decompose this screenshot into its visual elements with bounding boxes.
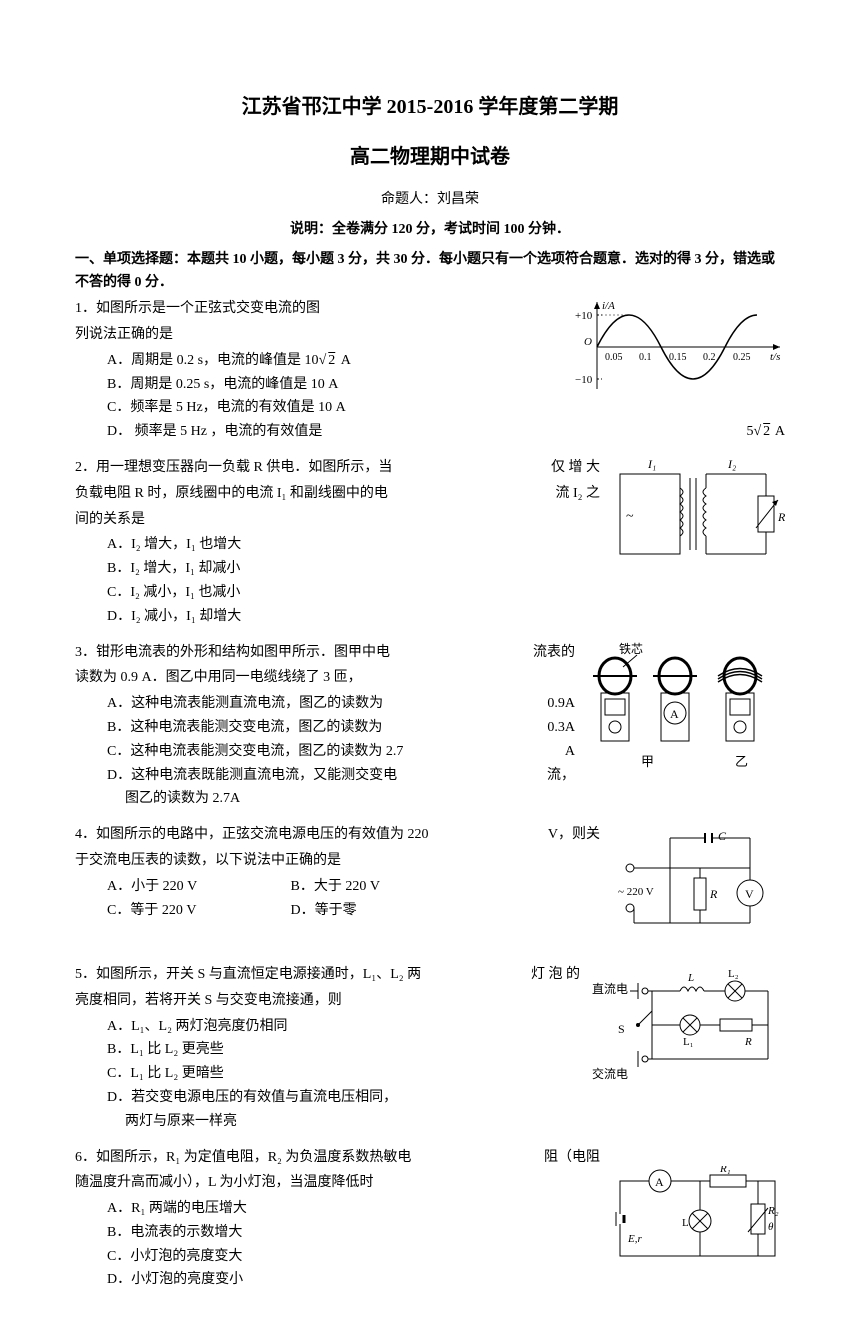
svg-text:直流电: 直流电	[592, 982, 628, 996]
q1-optA-post: A	[337, 353, 351, 368]
transformer-circuit: I₁ I₂ ~ R	[610, 456, 785, 566]
question-3: 铁芯 A 甲 乙 3．钳形电流表的外形和结构如图甲所示．图甲中电 流表的	[75, 641, 785, 812]
q6-figure: A R₁ E,r L R₂ θ	[610, 1166, 785, 1275]
q3-figure: 铁芯 A 甲 乙	[585, 641, 785, 785]
q1-optA-pre: A．周期是 0.2 s，电流的峰值是 10	[107, 353, 319, 368]
question-2: I₁ I₂ ~ R 2．用一理想变压器向一负载 R 供电．如图所示，当 仅 增 …	[75, 456, 785, 629]
ac-capacitor-circuit: ~ 220 V C R V	[610, 823, 785, 938]
q4-stem-left: 4．如图所示的电路中，正弦交流电源电压的有效值为 220	[75, 827, 429, 842]
q3-option-d2: 图乙的读数为 2.7A	[107, 787, 785, 811]
q3-option-d-left: D．这种电流表既能测直流电流，又能测交变电	[107, 768, 397, 783]
q2-figure: I₁ I₂ ~ R	[610, 456, 785, 575]
q2-option-c: C．I₂ 减小，I₁ 也减小	[107, 581, 785, 605]
svg-text:+10: +10	[575, 310, 593, 322]
svg-text:甲: 甲	[641, 754, 654, 769]
q1-optD-sqrt: 2	[761, 424, 772, 439]
author-line: 命题人：刘昌荣	[75, 188, 785, 212]
svg-text:I₂: I₂	[727, 457, 736, 471]
q5-option-d2: 两灯与原来一样亮	[107, 1110, 785, 1134]
svg-text:L₂: L₂	[728, 968, 739, 980]
svg-text:0.25: 0.25	[733, 352, 751, 363]
q2-stem1-left: 2．用一理想变压器向一负载 R 供电．如图所示，当	[75, 460, 392, 475]
svg-text:~: ~	[626, 509, 634, 524]
svg-text:0.15: 0.15	[669, 352, 687, 363]
q3-option-d-right: 流，	[547, 764, 575, 788]
q2-stem2-right: 流 I₂ 之	[555, 482, 600, 506]
svg-text:C: C	[718, 829, 727, 843]
q1-optD-post: A	[772, 424, 785, 439]
q3-stem1-left: 3．钳形电流表的外形和结构如图甲所示．图甲中电	[75, 645, 390, 660]
svg-text:铁芯: 铁芯	[619, 642, 643, 656]
q6-stem-right: 阻（电阻	[544, 1146, 600, 1170]
q1-option-d: D． 频率是 5 Hz ，电流的有效值是 5√2 A	[107, 420, 785, 444]
svg-text:0.05: 0.05	[605, 352, 623, 363]
q3-option-c-right: A	[565, 740, 575, 764]
svg-text:R: R	[744, 1036, 752, 1048]
q4-stem-right: V，则关	[548, 823, 600, 847]
q3-option-c-left: C．这种电流表能测交变电流，图乙的读数为 2.7	[107, 744, 403, 759]
question-5: 直流电 S 交流电 L L₂ L₁	[75, 963, 785, 1134]
svg-text:t/s: t/s	[770, 351, 780, 363]
q4-figure: ~ 220 V C R V	[610, 823, 785, 947]
q5-stem-right: 灯 泡 的	[531, 963, 580, 987]
q2-stem1-right: 仅 增 大	[551, 456, 600, 480]
svg-text:L: L	[682, 1217, 689, 1229]
q4-option-a: A．小于 220 V	[107, 875, 287, 899]
svg-text:0.2: 0.2	[703, 352, 716, 363]
section-1-header: 一、单项选择题：本题共 10 小题，每小题 3 分，共 30 分．每小题只有一个…	[75, 248, 785, 296]
svg-text:L₁: L₁	[683, 1036, 694, 1048]
svg-text:−10: −10	[575, 374, 593, 386]
svg-text:i/A: i/A	[602, 300, 615, 312]
page-title-sub: 高二物理期中试卷	[75, 140, 785, 174]
question-4: ~ 220 V C R V 4．如图所示的电路中，正弦交流电源电压的有效值为 2…	[75, 823, 785, 951]
svg-text:0.1: 0.1	[639, 352, 652, 363]
svg-text:I₁: I₁	[647, 457, 656, 471]
svg-text:R₂: R₂	[767, 1205, 779, 1217]
svg-text:S: S	[618, 1022, 625, 1036]
q1-stem-part1: 1．如图所示是一个正弦式交变电流的图	[75, 301, 320, 316]
svg-text:A: A	[655, 1175, 664, 1189]
q3-option-b-right: 0.3A	[547, 716, 575, 740]
svg-text:A: A	[670, 707, 679, 721]
q1-optA-sqrt: 2	[326, 353, 337, 368]
svg-text:V: V	[745, 887, 754, 901]
q3-option-b-left: B．这种电流表能测交变电流，图乙的读数为	[107, 720, 382, 735]
question-6: A R₁ E,r L R₂ θ 6．如图所示，R₁ 为定值电阻，R₂ 为负温度系…	[75, 1146, 785, 1293]
q4-option-b: B．大于 220 V	[291, 875, 471, 899]
svg-text:~ 220 V: ~ 220 V	[618, 886, 654, 898]
q3-option-a-left: A．这种电流表能测直流电流，图乙的读数为	[107, 696, 383, 711]
svg-text:R: R	[777, 510, 785, 524]
svg-text:乙: 乙	[735, 754, 748, 769]
q6-stem-left: 6．如图所示，R₁ 为定值电阻，R₂ 为负温度系数热敏电	[75, 1150, 411, 1165]
clamp-meter-diagram: 铁芯 A 甲 乙	[585, 641, 785, 776]
q2-stem2-left: 负载电阻 R 时，原线圈中的电流 I₁ 和副线圈中的电	[75, 486, 388, 501]
page-title-main: 江苏省邗江中学 2015-2016 学年度第二学期	[75, 90, 785, 124]
sine-chart: +10 −10 i/A O t/s 0.05 0.1 0.15 0.2 0.25	[575, 297, 785, 397]
q1-optD-num: 5	[746, 424, 753, 439]
svg-text:O: O	[584, 336, 592, 348]
question-1: +10 −10 i/A O t/s 0.05 0.1 0.15 0.2 0.25…	[75, 297, 785, 444]
svg-text:R₁: R₁	[719, 1166, 731, 1175]
q1-optD-pre: D． 频率是 5 Hz ，电流的有效值是	[107, 424, 322, 439]
svg-text:交流电: 交流电	[592, 1066, 628, 1081]
instructions: 说明：全卷满分 120 分，考试时间 100 分钟．	[75, 218, 785, 242]
q2-option-d: D．I₂ 减小，I₁ 却增大	[107, 605, 785, 629]
q4-option-c: C．等于 220 V	[107, 899, 287, 923]
svg-text:E,r: E,r	[627, 1233, 642, 1245]
q1-figure: +10 −10 i/A O t/s 0.05 0.1 0.15 0.2 0.25	[575, 297, 785, 406]
svg-text:L: L	[687, 972, 694, 984]
svg-text:R: R	[709, 887, 718, 901]
q3-stem1-right: 流表的	[533, 641, 575, 665]
q5-figure: 直流电 S 交流电 L L₂ L₁	[590, 963, 785, 1097]
q5-stem-left: 5．如图所示，开关 S 与直流恒定电源接通时，L₁、L₂ 两	[75, 967, 421, 982]
q4-option-d: D．等于零	[291, 899, 471, 923]
dc-ac-switch-circuit: 直流电 S 交流电 L L₂ L₁	[590, 963, 785, 1088]
q3-option-a-right: 0.9A	[547, 692, 575, 716]
svg-text:θ: θ	[768, 1221, 774, 1233]
